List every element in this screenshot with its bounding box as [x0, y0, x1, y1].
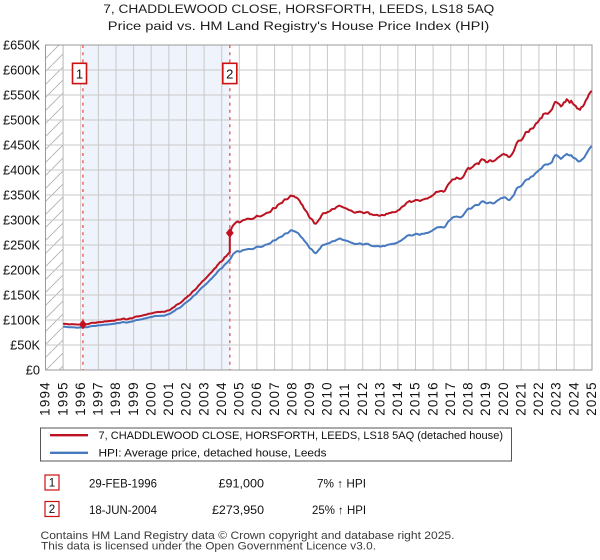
svg-text:£0: £0 — [26, 363, 40, 378]
svg-text:2: 2 — [49, 503, 55, 516]
svg-text:2: 2 — [226, 67, 233, 82]
svg-text:2018: 2018 — [461, 381, 476, 416]
svg-text:2006: 2006 — [249, 381, 264, 416]
svg-text:2009: 2009 — [302, 381, 317, 416]
svg-text:1995: 1995 — [55, 381, 70, 416]
svg-text:1: 1 — [76, 67, 83, 82]
svg-text:2021: 2021 — [513, 381, 528, 416]
svg-text:2022: 2022 — [531, 381, 546, 416]
svg-text:£273,950: £273,950 — [212, 504, 264, 517]
svg-text:£500K: £500K — [3, 113, 40, 128]
svg-text:£91,000: £91,000 — [219, 478, 265, 491]
svg-text:2017: 2017 — [443, 381, 458, 416]
svg-text:1999: 1999 — [126, 381, 141, 416]
svg-text:£100K: £100K — [3, 313, 40, 328]
svg-text:2014: 2014 — [390, 381, 405, 416]
svg-text:2019: 2019 — [478, 381, 493, 416]
svg-text:7, CHADDLEWOOD CLOSE, HORSFORT: 7, CHADDLEWOOD CLOSE, HORSFORTH, LEEDS, … — [103, 2, 494, 16]
svg-text:Contains HM Land Registry data: Contains HM Land Registry data © Crown c… — [41, 530, 455, 542]
svg-text:£550K: £550K — [3, 88, 40, 103]
svg-text:29-FEB-1996: 29-FEB-1996 — [89, 478, 157, 491]
svg-text:£400K: £400K — [3, 163, 40, 178]
svg-text:£150K: £150K — [3, 288, 40, 303]
svg-text:2023: 2023 — [549, 381, 564, 416]
svg-text:2012: 2012 — [355, 381, 370, 416]
svg-text:£350K: £350K — [3, 188, 40, 203]
svg-text:2008: 2008 — [284, 381, 299, 416]
svg-text:7, CHADDLEWOOD CLOSE, HORSFORT: 7, CHADDLEWOOD CLOSE, HORSFORTH, LEEDS, … — [99, 430, 504, 442]
svg-text:HPI: Average price, detached h: HPI: Average price, detached house, Leed… — [99, 448, 327, 460]
svg-text:25% ↑ HPI: 25% ↑ HPI — [312, 504, 366, 517]
svg-text:2001: 2001 — [161, 381, 176, 416]
svg-text:1998: 1998 — [108, 381, 123, 416]
svg-text:2016: 2016 — [425, 381, 440, 416]
svg-text:£250K: £250K — [3, 238, 40, 253]
svg-text:2024: 2024 — [566, 381, 581, 416]
svg-text:£300K: £300K — [3, 213, 40, 228]
svg-text:2020: 2020 — [496, 381, 511, 416]
svg-text:1: 1 — [49, 477, 55, 490]
svg-text:Price paid vs. HM Land Registr: Price paid vs. HM Land Registry's House … — [108, 19, 490, 33]
svg-text:£450K: £450K — [3, 138, 40, 153]
svg-text:£200K: £200K — [3, 263, 40, 278]
svg-text:18-JUN-2004: 18-JUN-2004 — [89, 504, 158, 517]
svg-text:This data is licensed under th: This data is licensed under the Open Gov… — [41, 541, 376, 553]
svg-text:£50K: £50K — [10, 338, 40, 353]
svg-text:2000: 2000 — [143, 381, 158, 416]
svg-text:2015: 2015 — [408, 381, 423, 416]
svg-text:£650K: £650K — [3, 38, 40, 53]
svg-text:2025: 2025 — [584, 381, 599, 416]
svg-text:2002: 2002 — [179, 381, 194, 416]
svg-text:2003: 2003 — [196, 381, 211, 416]
svg-text:1996: 1996 — [73, 381, 88, 416]
svg-text:2011: 2011 — [337, 382, 352, 416]
svg-text:2013: 2013 — [373, 381, 388, 416]
svg-text:£600K: £600K — [3, 63, 40, 78]
svg-text:1994: 1994 — [38, 381, 53, 416]
svg-text:2005: 2005 — [232, 381, 247, 416]
svg-text:1997: 1997 — [91, 381, 106, 416]
svg-text:2007: 2007 — [267, 381, 282, 416]
svg-text:7% ↑ HPI: 7% ↑ HPI — [317, 478, 366, 491]
svg-text:2010: 2010 — [320, 381, 335, 416]
svg-text:2004: 2004 — [214, 381, 229, 416]
